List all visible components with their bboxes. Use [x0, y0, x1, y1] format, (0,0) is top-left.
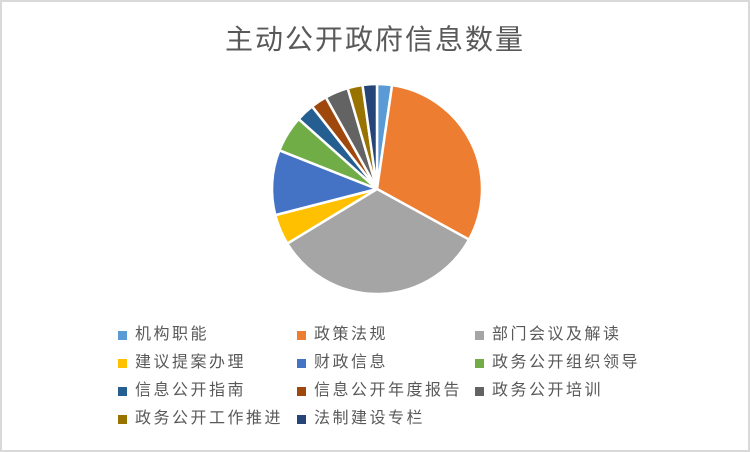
pie-slice-1 [375, 83, 484, 241]
chart-title: 主动公开政府信息数量 [224, 25, 525, 56]
pie-slice-10 [361, 82, 379, 191]
pie-slice-2 [286, 187, 471, 296]
